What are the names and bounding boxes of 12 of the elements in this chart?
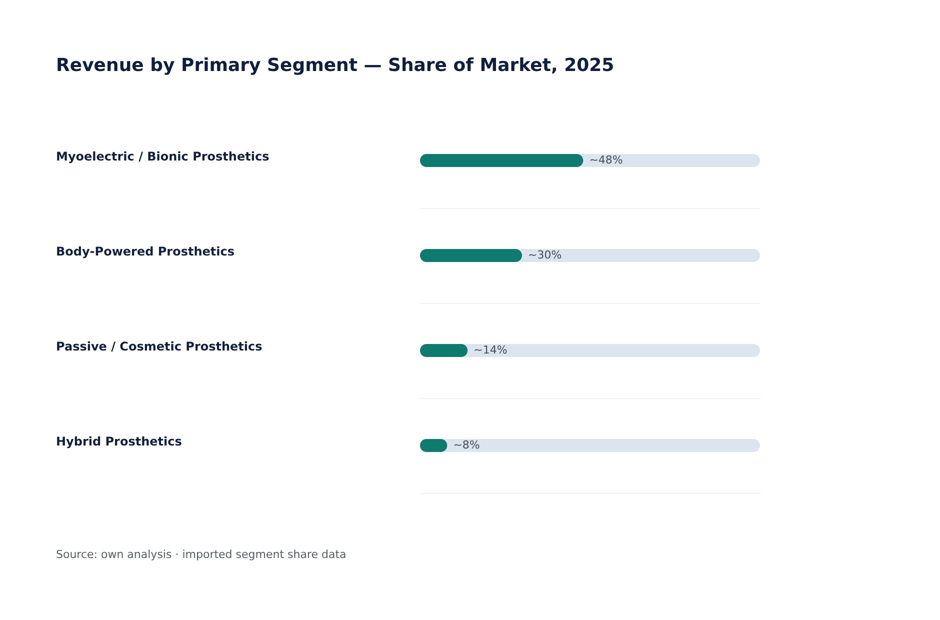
y-tick-label: Body-Powered Prosthetics bbox=[56, 244, 234, 258]
y-tick-label: Passive / Cosmetic Prosthetics bbox=[56, 340, 262, 354]
data-label: ~48% bbox=[589, 154, 623, 166]
bar bbox=[420, 344, 468, 357]
data-label: ~8% bbox=[453, 438, 480, 452]
y-tick-label: Hybrid Prosthetics bbox=[56, 434, 182, 448]
bar bbox=[420, 249, 522, 262]
data-label: ~30% bbox=[528, 248, 562, 262]
y-tick-label: Myoelectric / Bionic Prosthetics bbox=[56, 150, 270, 164]
source-note: Source: own analysis · imported segment share data bbox=[56, 548, 346, 561]
chart-title: Revenue by Primary Segment — Share of Market, 2025 bbox=[56, 55, 614, 76]
data-label: ~14% bbox=[474, 344, 508, 356]
